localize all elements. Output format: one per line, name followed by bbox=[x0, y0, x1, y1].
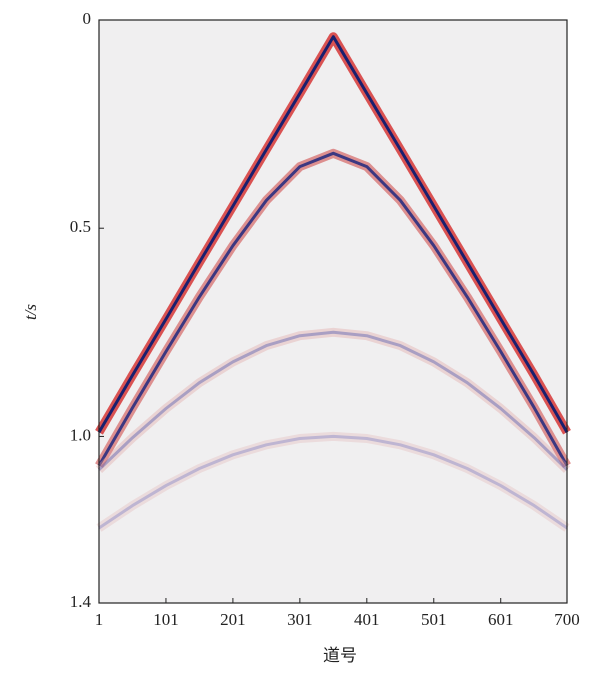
x-tick-label: 401 bbox=[354, 610, 380, 629]
event-halo bbox=[95, 327, 571, 473]
x-axis-label: 道号 bbox=[323, 646, 357, 665]
event-line bbox=[97, 151, 569, 467]
x-tick-label: 501 bbox=[421, 610, 447, 629]
y-tick-label: 0.5 bbox=[70, 217, 91, 236]
event-halo bbox=[96, 431, 570, 532]
event-line bbox=[98, 434, 568, 530]
y-tick-label: 0 bbox=[83, 9, 92, 28]
x-tick-label: 1 bbox=[95, 610, 104, 629]
x-tick-label: 601 bbox=[488, 610, 514, 629]
x-tick-label: 301 bbox=[287, 610, 313, 629]
y-tick-label: 1.4 bbox=[70, 592, 92, 611]
plot-background bbox=[99, 20, 567, 603]
event-line bbox=[97, 35, 569, 434]
x-tick-label: 101 bbox=[153, 610, 179, 629]
x-tick-label: 700 bbox=[554, 610, 580, 629]
x-tick-label: 201 bbox=[220, 610, 246, 629]
y-axis-label: t/s bbox=[21, 304, 40, 320]
y-tick-label: 1.0 bbox=[70, 425, 91, 444]
plot-frame bbox=[98, 19, 568, 604]
event-line bbox=[97, 330, 569, 471]
